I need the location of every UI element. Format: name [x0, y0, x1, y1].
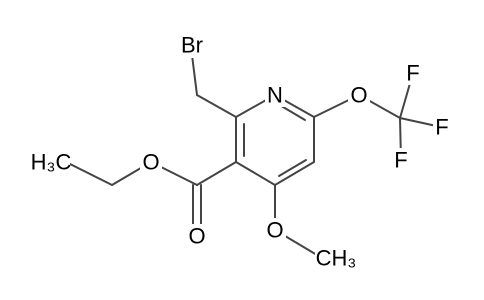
label-bg — [264, 218, 286, 242]
atom-label: H₃C — [31, 150, 72, 175]
label-bg — [140, 150, 162, 174]
atom-label: CH₃ — [316, 246, 357, 271]
atom-label: O — [188, 224, 205, 249]
label-bg — [404, 61, 422, 85]
bond — [196, 94, 237, 118]
atom-label: F — [406, 61, 419, 86]
bond — [274, 161, 315, 186]
atom-label: Br — [181, 33, 203, 58]
label-bg — [392, 148, 410, 172]
atom-label: O — [142, 150, 159, 175]
double-bond — [278, 159, 307, 177]
bond — [235, 161, 276, 186]
bond — [65, 161, 113, 186]
label-bg — [348, 83, 370, 107]
label-bg — [186, 224, 208, 248]
atom-label: O — [350, 83, 367, 108]
label-bg — [30, 150, 70, 174]
atom-label: F — [394, 148, 407, 173]
label-bg — [265, 83, 285, 107]
label-bg — [433, 115, 451, 139]
atom-label: F — [435, 115, 448, 140]
atom-label: N — [267, 83, 283, 108]
atom-label: O — [266, 218, 283, 243]
bond — [191, 54, 198, 96]
bonds — [65, 54, 442, 259]
label-bg — [178, 32, 208, 58]
label-bg — [315, 246, 357, 270]
bond — [196, 161, 237, 186]
atom-labels: Br N O F F F O O O H₃C CH₃ — [30, 32, 451, 271]
